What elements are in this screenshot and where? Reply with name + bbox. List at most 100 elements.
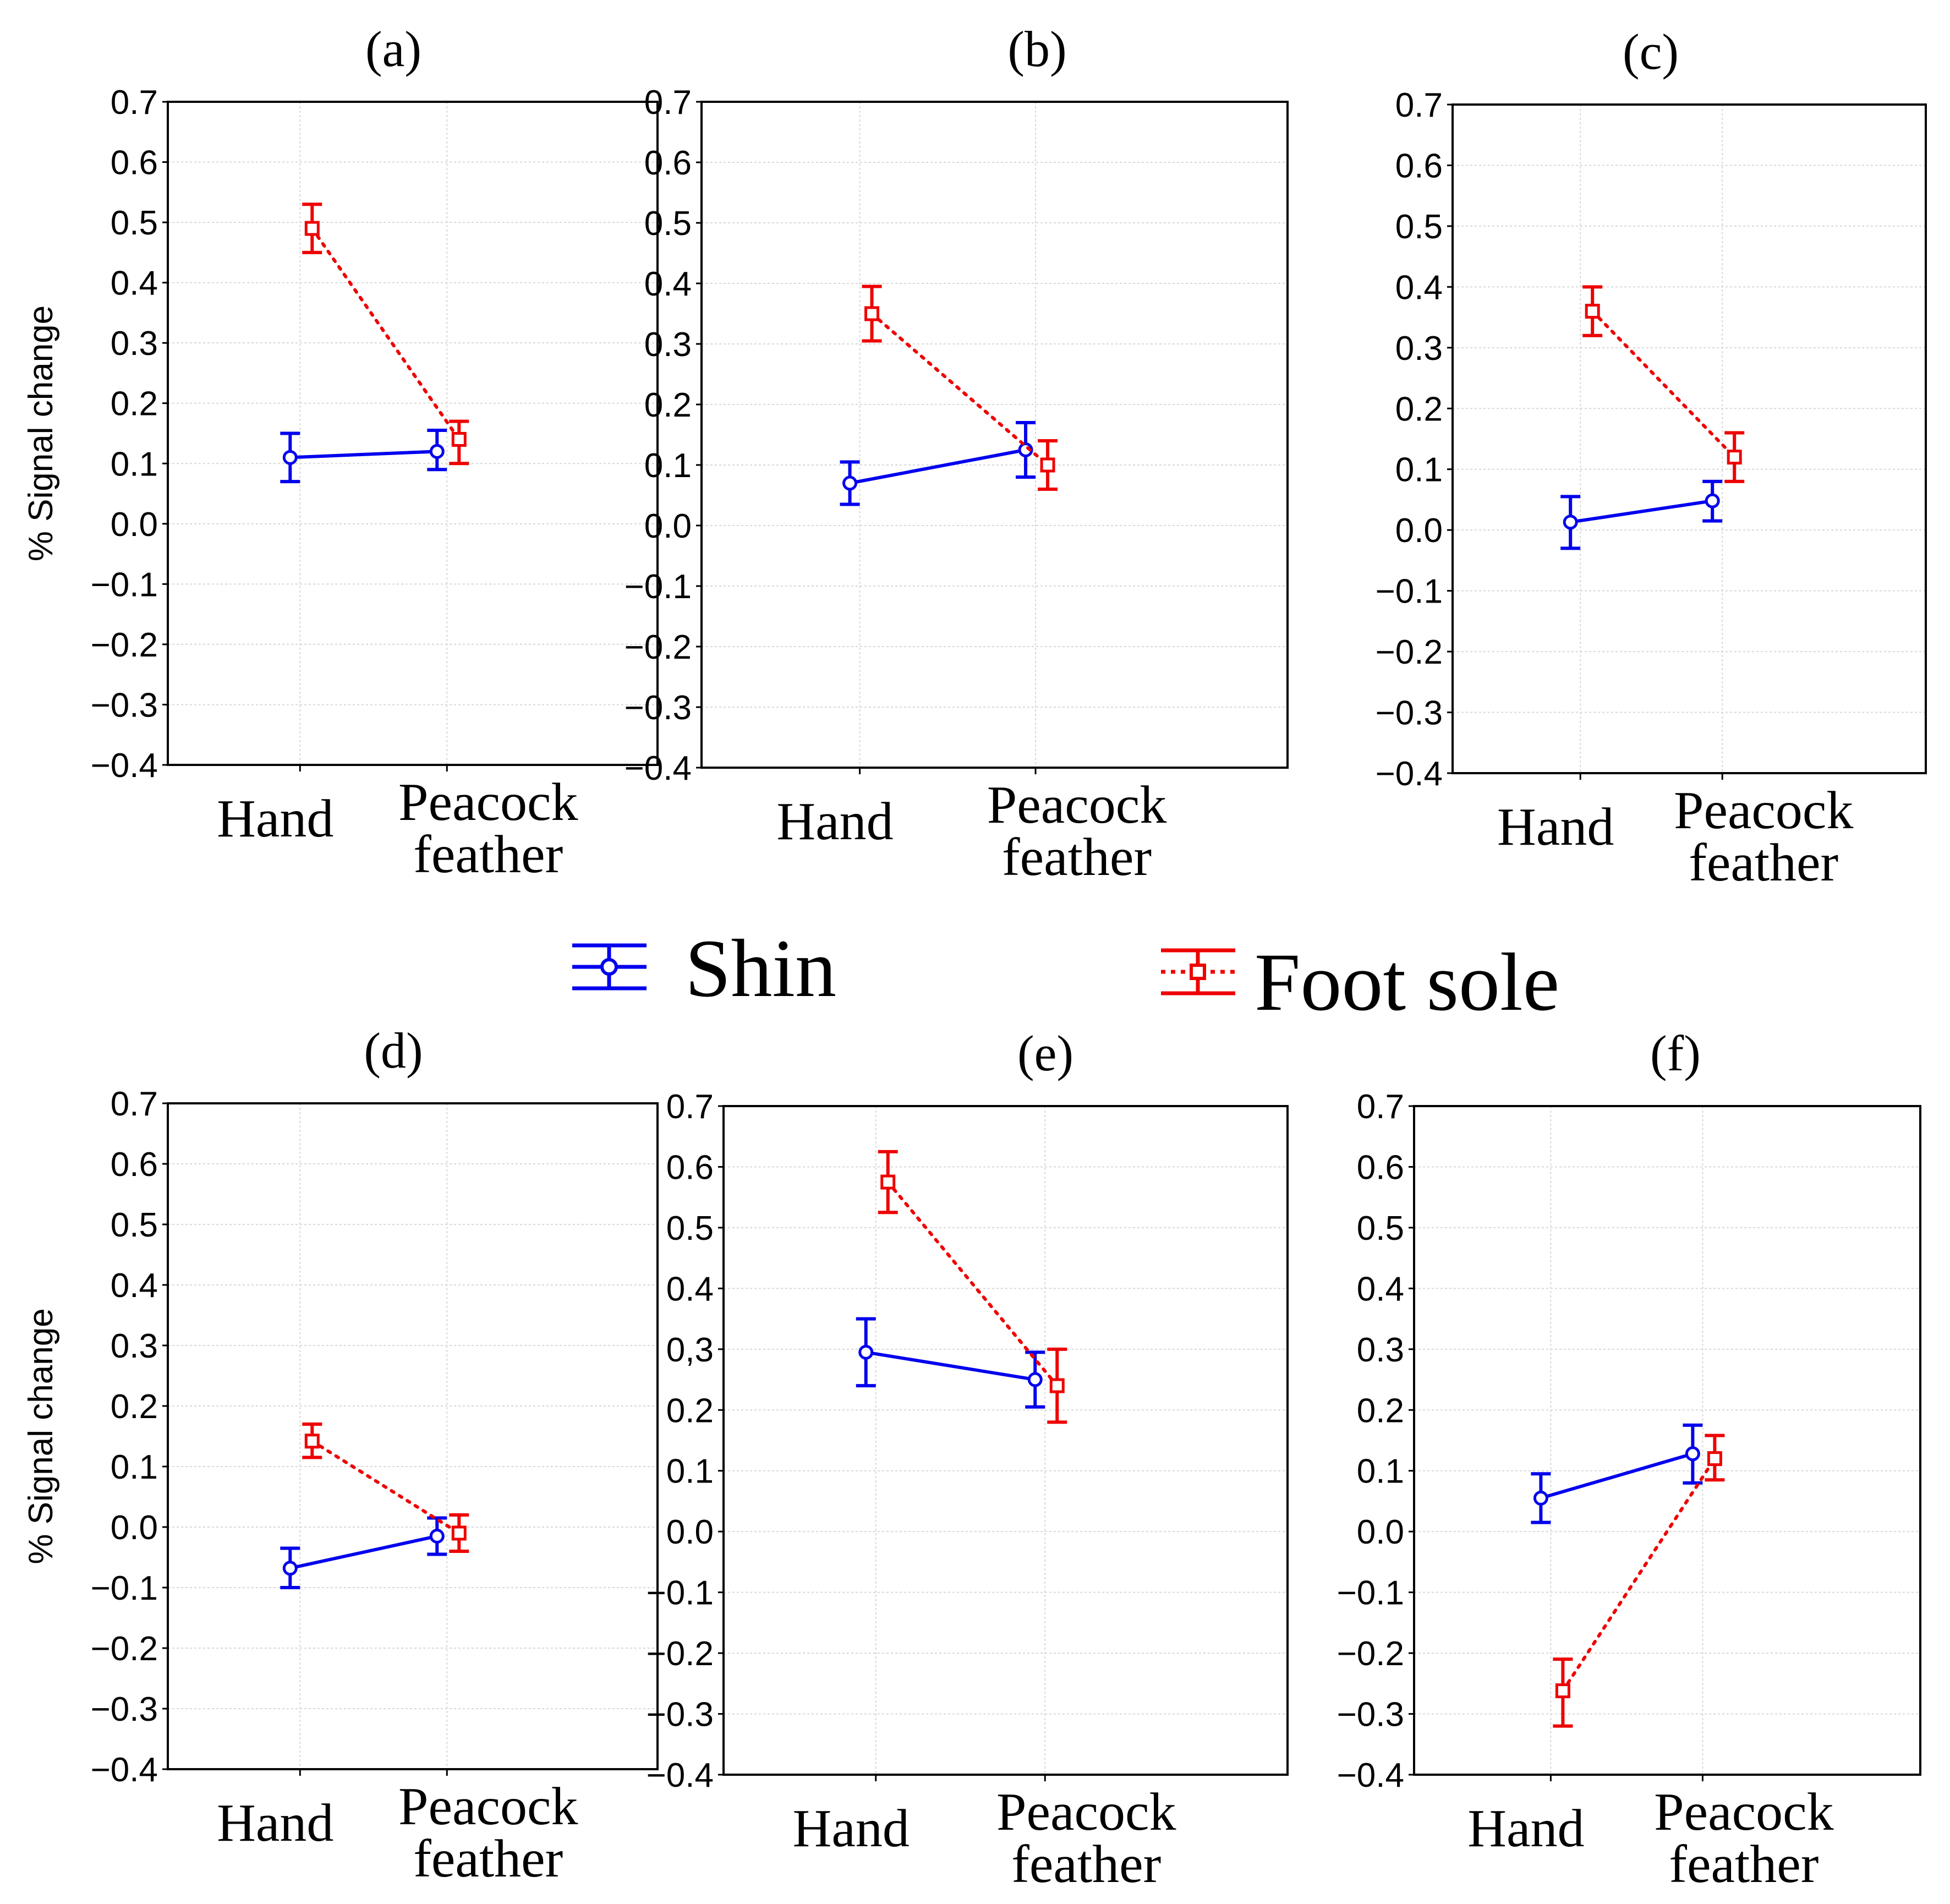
- y-tick-label: −0.1: [1337, 1574, 1404, 1612]
- data-point-shin: [1563, 515, 1578, 530]
- chart-panel-f: (f) 0.7 0.6 0.5 0.4 0.3 0.2 0.1 0.0 −0.1 −0.2 −0.3 −…: [1337, 1025, 1921, 1894]
- series-foot-sole: [862, 284, 1058, 491]
- x-category-label: Hand: [793, 1799, 910, 1858]
- series-foot-sole: [1553, 1434, 1725, 1728]
- y-tick-label: 0.0: [644, 507, 692, 545]
- x-category-label: Peacock feather: [398, 1777, 578, 1889]
- y-tick-label: −0.4: [647, 1757, 714, 1794]
- y-tick-label: 0.0: [1395, 512, 1443, 550]
- series-line-foot-sole: [886, 1180, 1059, 1388]
- data-point-shin: [1705, 493, 1720, 508]
- data-point-foot-sole: [1727, 450, 1742, 465]
- series-shin: [856, 1317, 1045, 1409]
- x-category-label: Peacock feather: [1654, 1782, 1834, 1894]
- legend-foot-sole-symbol: [1161, 948, 1235, 995]
- y-tick-label: −0.2: [1337, 1635, 1404, 1673]
- legend: Shin Foot sole: [572, 923, 1559, 1028]
- series-foot-sole: [302, 1422, 469, 1553]
- y-tick-label: −0.1: [647, 1574, 714, 1612]
- series-line-foot-sole: [1561, 1457, 1717, 1693]
- y-tick-label: −0.3: [1376, 694, 1443, 732]
- y-tick-label: 0.5: [111, 1206, 158, 1244]
- y-tick-label: 0.1: [666, 1453, 714, 1491]
- y-tick-label: −0.3: [625, 689, 692, 727]
- series-shin: [280, 429, 447, 484]
- y-tick-label: 0.4: [1357, 1270, 1404, 1308]
- y-tick-label: 0.4: [111, 265, 158, 303]
- series-line-shin: [1569, 499, 1715, 524]
- series-shin: [280, 1516, 447, 1589]
- x-category-label: Hand: [217, 789, 333, 849]
- y-tick-label: 0.6: [644, 144, 692, 182]
- y-tick-label: −0.2: [91, 626, 158, 664]
- series-shin: [840, 421, 1036, 506]
- x-category-label: Peacock feather: [398, 773, 578, 884]
- y-tick-label: 0.0: [111, 506, 158, 544]
- y-tick-label: 0.0: [666, 1513, 714, 1551]
- legend-item-shin: Shin: [572, 923, 836, 1014]
- x-category-label: Peacock feather: [996, 1782, 1176, 1894]
- plot-frame: [1413, 1105, 1921, 1776]
- series-line-shin: [848, 448, 1028, 485]
- data-point-shin: [429, 444, 445, 459]
- plot-frame: [167, 101, 659, 766]
- chart-panel-c: (c) 0.7 0.6 0.5 0.4 0.3 0.2 0.1 0.0 −0.1 −0.2 −0.3 −…: [1376, 24, 1927, 893]
- x-category-label: Peacock feather: [1674, 781, 1854, 893]
- y-tick-label: 0.6: [111, 144, 158, 182]
- legend-label-foot-sole: Foot sole: [1255, 937, 1559, 1028]
- series-line-foot-sole: [310, 227, 461, 441]
- y-tick-label: 0.5: [644, 205, 692, 243]
- series-line-shin: [288, 1534, 439, 1570]
- plot-frame: [700, 101, 1289, 769]
- series-shin: [1531, 1423, 1703, 1524]
- y-tick-label: −0.3: [647, 1696, 714, 1734]
- panel-title-f: (f): [1650, 1025, 1701, 1081]
- data-point-foot-sole: [304, 221, 320, 236]
- y-tick-label: −0.2: [1376, 633, 1443, 671]
- chart-panel-b: (b) 0.7 0.6 0.5 0.4 0.3 0.2 0.1 0.0 −0.1 −0.2 −0.3 −…: [625, 21, 1289, 887]
- y-tick-label: 0.4: [1395, 269, 1443, 307]
- y-tick-label: 0.0: [111, 1509, 158, 1547]
- y-tick-label: 0.6: [111, 1146, 158, 1184]
- y-tick-label: 0.1: [1357, 1453, 1404, 1491]
- panel-title-a: (a): [365, 21, 421, 77]
- series-foot-sole: [878, 1150, 1067, 1424]
- series-shin: [1560, 479, 1723, 550]
- x-category-label: Hand: [1467, 1799, 1584, 1858]
- y-tick-label: 0.5: [1395, 208, 1443, 246]
- data-point-shin: [1685, 1446, 1700, 1462]
- y-tick-label: 0.2: [1357, 1392, 1404, 1430]
- y-tick-label: 0.1: [644, 447, 692, 485]
- y-tick-label: 0.6: [666, 1148, 714, 1186]
- x-category-label: Peacock feather: [987, 775, 1167, 887]
- data-point-shin: [1533, 1490, 1548, 1506]
- x-category-label: Hand: [1497, 797, 1614, 857]
- series-line-foot-sole: [870, 312, 1050, 467]
- y-tick-label: −0.1: [91, 1569, 158, 1607]
- y-tick-label: 0.6: [1395, 147, 1443, 185]
- y-tick-label: −0.2: [91, 1630, 158, 1668]
- y-tick-label: 0.4: [111, 1267, 158, 1305]
- y-tick-label: 0.1: [1395, 451, 1443, 489]
- legend-item-foot-sole: Foot sole: [1161, 937, 1559, 1028]
- y-tick-label: 0,3: [666, 1331, 714, 1369]
- data-point-foot-sole: [1555, 1683, 1570, 1699]
- y-tick-label: 0.1: [111, 1448, 158, 1486]
- y-tick-label: −0.4: [1376, 755, 1443, 793]
- y-tick-label: 0.7: [111, 84, 158, 122]
- y-tick-label: 0.3: [111, 325, 158, 363]
- y-tick-label: 0.2: [666, 1392, 714, 1430]
- legend-label-shin: Shin: [685, 923, 836, 1014]
- panel-title-c: (c): [1623, 24, 1679, 80]
- y-tick-label: −0.1: [625, 568, 692, 606]
- data-point-shin: [1027, 1372, 1043, 1387]
- y-axis-label: % Signal change: [22, 305, 60, 561]
- data-point-foot-sole: [864, 306, 880, 321]
- panel-title-b: (b): [1007, 21, 1066, 77]
- y-tick-label: 0.2: [111, 1388, 158, 1426]
- chart-panel-a: (a) 0.7 0.6 0.5 0.4 0.3 0.2 0.1 0.0 −0.1 −0.2 −0.3 −…: [22, 21, 659, 884]
- y-tick-label: 0.4: [644, 265, 692, 303]
- y-tick-label: 0.5: [111, 204, 158, 242]
- y-tick-label: 0.0: [1357, 1513, 1404, 1551]
